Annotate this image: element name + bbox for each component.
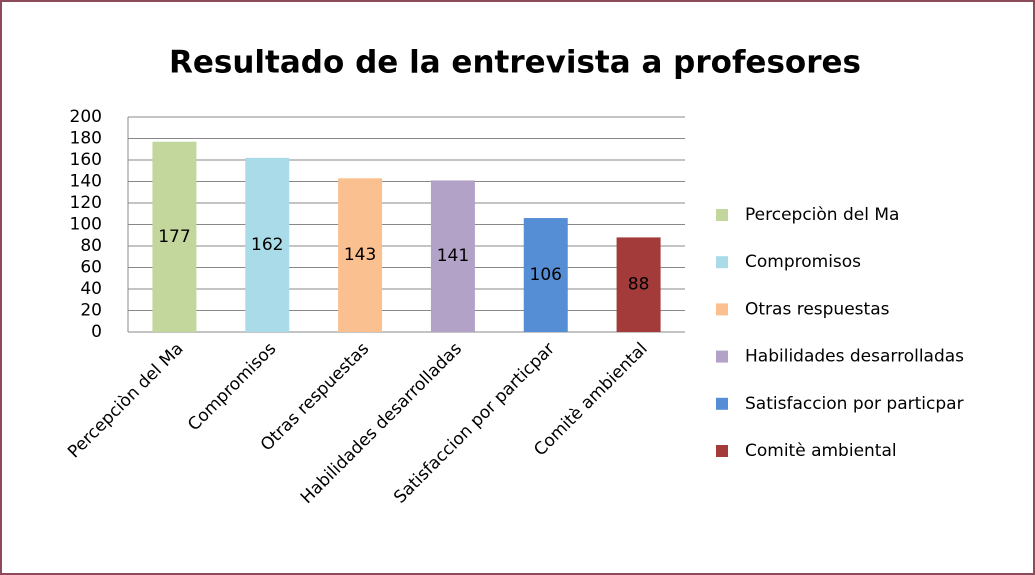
data-label: 106 (530, 265, 562, 285)
legend-swatch (716, 256, 728, 269)
bar (338, 178, 383, 332)
y-tick-label: 200 (70, 107, 102, 127)
data-label: 143 (344, 245, 376, 265)
legend-label: Compromisos (745, 252, 861, 272)
legend-label: Comitè ambiental (745, 441, 897, 461)
legend-swatch (716, 209, 728, 221)
y-tick-label: 20 (80, 301, 102, 321)
legend-label: Habilidades desarrolladas (745, 347, 964, 367)
bar (152, 141, 197, 332)
bar (523, 218, 568, 332)
y-tick-label: 120 (70, 193, 102, 213)
bar (616, 237, 661, 332)
y-tick-label: 40 (80, 279, 102, 299)
y-tick-label: 80 (80, 236, 102, 256)
data-label: 88 (628, 275, 650, 295)
bar (245, 157, 290, 332)
legend-swatch (716, 350, 728, 363)
legend-swatch (716, 303, 728, 316)
data-label: 162 (251, 235, 283, 255)
bar (430, 180, 475, 332)
y-tick-label: 140 (70, 172, 102, 192)
y-tick-label: 0 (91, 322, 102, 342)
data-label: 177 (158, 227, 190, 247)
legend-label: Otras respuestas (745, 299, 890, 319)
chart-title: Resultado de la entrevista a profesores (169, 45, 861, 81)
y-tick-label: 160 (70, 150, 102, 170)
legend-swatch (716, 445, 728, 457)
data-label: 141 (437, 246, 469, 266)
y-tick-label: 60 (80, 258, 102, 278)
legend-label: Satisfaccion por particpar (745, 394, 964, 414)
y-tick-label: 100 (70, 215, 102, 235)
legend-swatch (716, 397, 728, 410)
y-tick-label: 180 (70, 129, 102, 149)
legend-label: Percepciòn del Ma (745, 205, 899, 225)
